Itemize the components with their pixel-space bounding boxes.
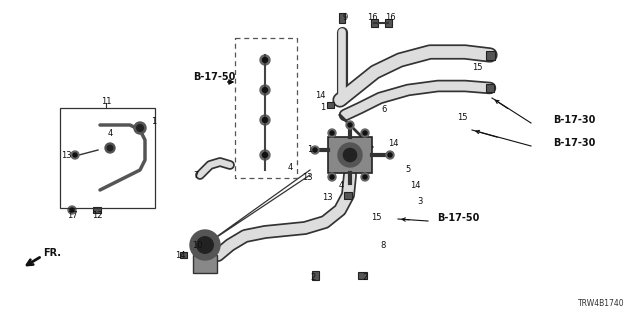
Bar <box>328 137 372 173</box>
Circle shape <box>260 115 270 125</box>
Circle shape <box>73 153 77 157</box>
Text: 14: 14 <box>315 92 325 100</box>
Circle shape <box>203 243 207 247</box>
Circle shape <box>313 148 317 152</box>
Circle shape <box>105 143 115 153</box>
Circle shape <box>388 153 392 157</box>
Bar <box>385 19 392 27</box>
Text: 4: 4 <box>108 129 113 138</box>
Circle shape <box>346 121 354 129</box>
Circle shape <box>311 146 319 154</box>
Circle shape <box>338 143 362 167</box>
Circle shape <box>200 240 210 250</box>
Bar <box>235 38 297 178</box>
Text: 4: 4 <box>339 181 344 190</box>
Bar <box>486 84 494 92</box>
Text: 8: 8 <box>380 242 386 251</box>
Text: 6: 6 <box>381 106 387 115</box>
Circle shape <box>196 236 214 254</box>
Circle shape <box>363 131 367 135</box>
Text: 1: 1 <box>321 103 326 113</box>
Text: 13: 13 <box>322 194 332 203</box>
Text: B-17-30: B-17-30 <box>553 138 595 148</box>
Circle shape <box>344 148 356 162</box>
Circle shape <box>260 85 270 95</box>
Text: 15: 15 <box>472 63 483 73</box>
Circle shape <box>201 241 209 249</box>
Text: 17: 17 <box>67 212 77 220</box>
Circle shape <box>196 237 213 253</box>
Text: B-17-50: B-17-50 <box>437 213 479 223</box>
Text: B-17-30: B-17-30 <box>553 115 595 125</box>
Text: B-17-50: B-17-50 <box>193 72 236 82</box>
Circle shape <box>68 206 76 214</box>
Circle shape <box>134 122 146 134</box>
Text: 11: 11 <box>100 98 111 107</box>
Text: TRW4B1740: TRW4B1740 <box>579 299 625 308</box>
Text: 14: 14 <box>388 140 398 148</box>
Text: 3: 3 <box>417 197 422 206</box>
Circle shape <box>262 153 268 157</box>
Text: 1: 1 <box>307 146 312 155</box>
Bar <box>193 255 217 273</box>
Circle shape <box>363 175 367 179</box>
Circle shape <box>262 58 268 62</box>
Circle shape <box>262 87 268 92</box>
Text: 5: 5 <box>405 165 411 174</box>
Text: 13: 13 <box>301 173 312 182</box>
Text: 10: 10 <box>192 241 202 250</box>
Text: FR.: FR. <box>43 248 61 258</box>
Text: 1: 1 <box>152 117 157 126</box>
Circle shape <box>361 129 369 137</box>
Circle shape <box>260 150 270 160</box>
Circle shape <box>190 230 220 260</box>
Circle shape <box>348 123 352 127</box>
Text: 2: 2 <box>362 274 367 283</box>
Bar <box>179 252 186 258</box>
Circle shape <box>70 208 74 212</box>
Circle shape <box>260 55 270 65</box>
Circle shape <box>108 145 113 151</box>
Circle shape <box>71 151 79 159</box>
Circle shape <box>386 151 394 159</box>
Bar <box>60 108 155 208</box>
Bar <box>371 19 378 27</box>
Text: 13: 13 <box>61 151 71 161</box>
Bar <box>93 207 101 213</box>
Text: 12: 12 <box>92 212 102 220</box>
Circle shape <box>328 173 336 181</box>
Circle shape <box>344 149 356 161</box>
Circle shape <box>262 117 268 123</box>
Text: 14: 14 <box>410 181 420 190</box>
Bar <box>486 51 495 60</box>
Text: 9: 9 <box>342 13 348 22</box>
Text: 16: 16 <box>367 13 378 22</box>
Circle shape <box>361 173 369 181</box>
Bar <box>344 191 352 198</box>
Text: 16: 16 <box>385 13 396 22</box>
Circle shape <box>347 152 353 158</box>
Circle shape <box>330 175 334 179</box>
Text: 15: 15 <box>371 213 381 222</box>
Bar <box>358 271 367 278</box>
Bar <box>326 102 333 108</box>
Text: 2: 2 <box>310 274 316 283</box>
Text: 15: 15 <box>457 113 467 122</box>
Text: 7: 7 <box>193 171 198 180</box>
Text: 4: 4 <box>287 164 292 172</box>
Circle shape <box>137 125 143 131</box>
Bar <box>339 13 345 23</box>
Circle shape <box>330 131 334 135</box>
Bar <box>312 270 319 279</box>
Text: 14: 14 <box>175 251 185 260</box>
Circle shape <box>328 129 336 137</box>
